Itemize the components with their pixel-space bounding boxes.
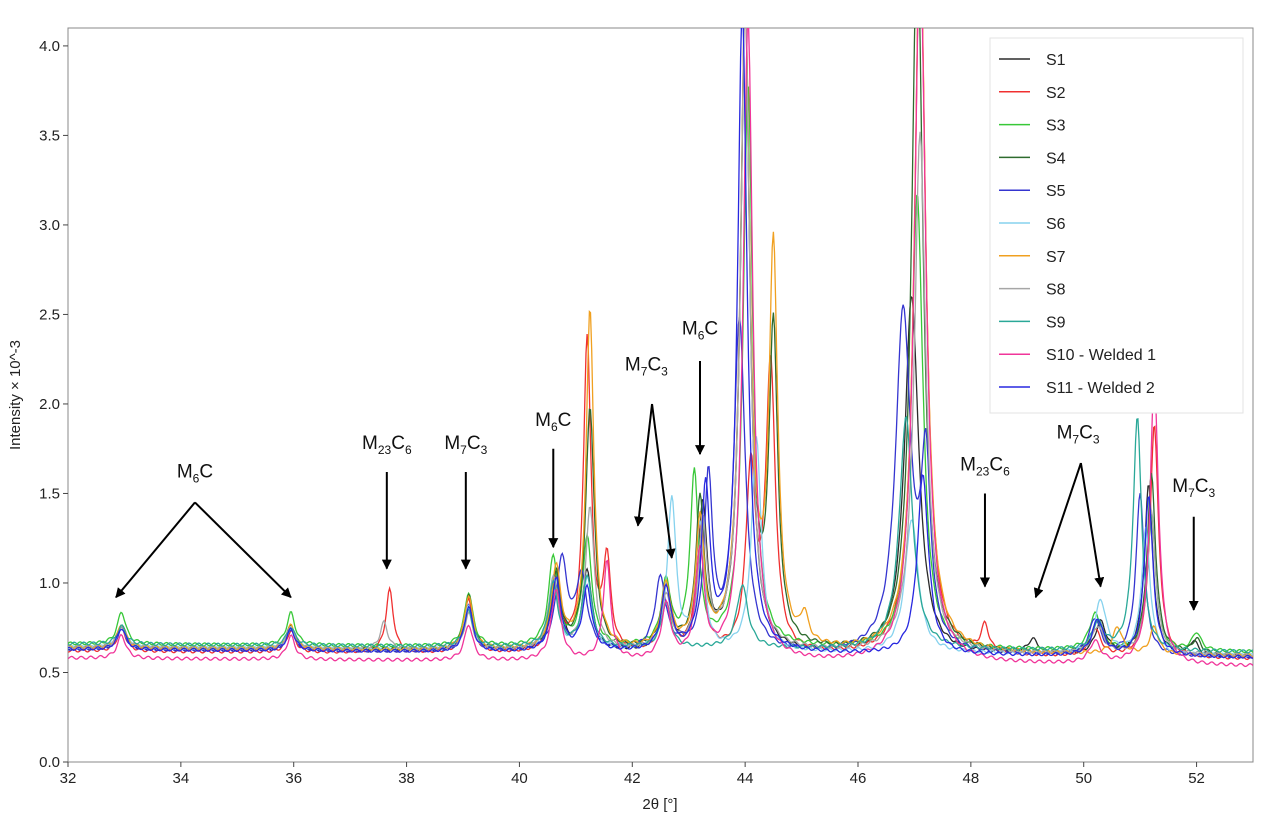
phase-label: M7C3 (1172, 476, 1215, 500)
legend-label: S11 - Welded 2 (1046, 380, 1155, 397)
phase-annotation: M6C (682, 319, 718, 456)
phase-label: M6C (177, 462, 213, 486)
y-tick-label: 0.0 (39, 754, 60, 771)
y-tick-label: 1.0 (39, 575, 60, 592)
phase-annotation: M6C (115, 462, 292, 599)
x-axis-title: 2θ [°] (642, 796, 677, 813)
x-tick-label: 52 (1188, 770, 1205, 787)
legend: S1 S2 S3 S4 S5 S6 S7 S8 S9 S10 - Welded 1 S11 - We… (989, 37, 1244, 414)
phase-arrow (194, 501, 292, 599)
x-tick-label: 46 (850, 770, 867, 787)
axis-layer: 32 34 36 38 40 42 44 46 48 50 52 0.0 0.5 1.0 1.5 2.0 2.5… (39, 38, 1205, 787)
y-tick-label: 4.0 (39, 38, 60, 55)
legend-label: S8 (1046, 282, 1066, 299)
phase-arrow (651, 403, 676, 559)
legend-label: S4 (1046, 150, 1066, 167)
phase-label: M6C (535, 410, 571, 434)
phase-annotation: M23C6 (960, 455, 1010, 588)
legend-label: S10 - Welded 1 (1046, 347, 1156, 364)
legend-label: S1 (1046, 52, 1066, 69)
x-tick-label: 48 (963, 770, 980, 787)
phase-annotation: M7C3 (1172, 476, 1216, 611)
y-tick-label: 2.0 (39, 396, 60, 413)
x-tick-label: 38 (398, 770, 415, 787)
y-tick-label: 2.5 (39, 306, 60, 323)
y-tick-label: 3.0 (39, 217, 60, 234)
phase-label: M7C3 (1057, 422, 1100, 446)
legend-label: S9 (1046, 314, 1066, 331)
legend-label: S7 (1046, 249, 1066, 266)
phase-label: M23C6 (960, 455, 1010, 479)
phase-annotation: M7C3 (625, 354, 676, 559)
series-line-11 (68, 28, 1253, 659)
series-line-10 (68, 28, 1253, 668)
phase-arrow (115, 501, 196, 599)
series-layer (68, 28, 1253, 668)
x-tick-label: 42 (624, 770, 641, 787)
legend-label: S5 (1046, 183, 1066, 200)
series-line-9 (68, 415, 1253, 654)
legend-box (989, 37, 1244, 414)
phase-annotation: M23C6 (362, 433, 412, 570)
y-tick-label: 3.5 (39, 127, 60, 144)
y-tick-label: 0.5 (39, 664, 60, 681)
x-tick-label: 44 (737, 770, 754, 787)
phase-label: M6C (682, 319, 718, 343)
phase-annotation: M7C3 (444, 433, 488, 570)
phase-arrow (1033, 462, 1082, 599)
phase-label: M7C3 (444, 433, 487, 457)
x-tick-label: 32 (60, 770, 77, 787)
annotation-layer: M6C M23C6 M7C3 M6C M7C3 M6C M23C6 M7C3 M7C3 (115, 319, 1216, 611)
legend-label: S6 (1046, 216, 1066, 233)
x-tick-label: 40 (511, 770, 528, 787)
legend-label: S3 (1046, 118, 1066, 135)
x-tick-label: 34 (173, 770, 190, 787)
phase-arrow (1079, 462, 1105, 588)
x-tick-label: 36 (285, 770, 302, 787)
phase-label: M23C6 (362, 433, 412, 457)
y-tick-label: 1.5 (39, 485, 60, 502)
y-axis-title: Intensity × 10^-3 (7, 340, 24, 450)
phase-annotation: M6C (535, 410, 571, 549)
x-tick-label: 50 (1075, 770, 1092, 787)
phase-arrow (633, 403, 654, 527)
phase-label: M7C3 (625, 354, 668, 378)
legend-label: S2 (1046, 85, 1066, 102)
phase-annotation: M7C3 (1033, 422, 1105, 599)
